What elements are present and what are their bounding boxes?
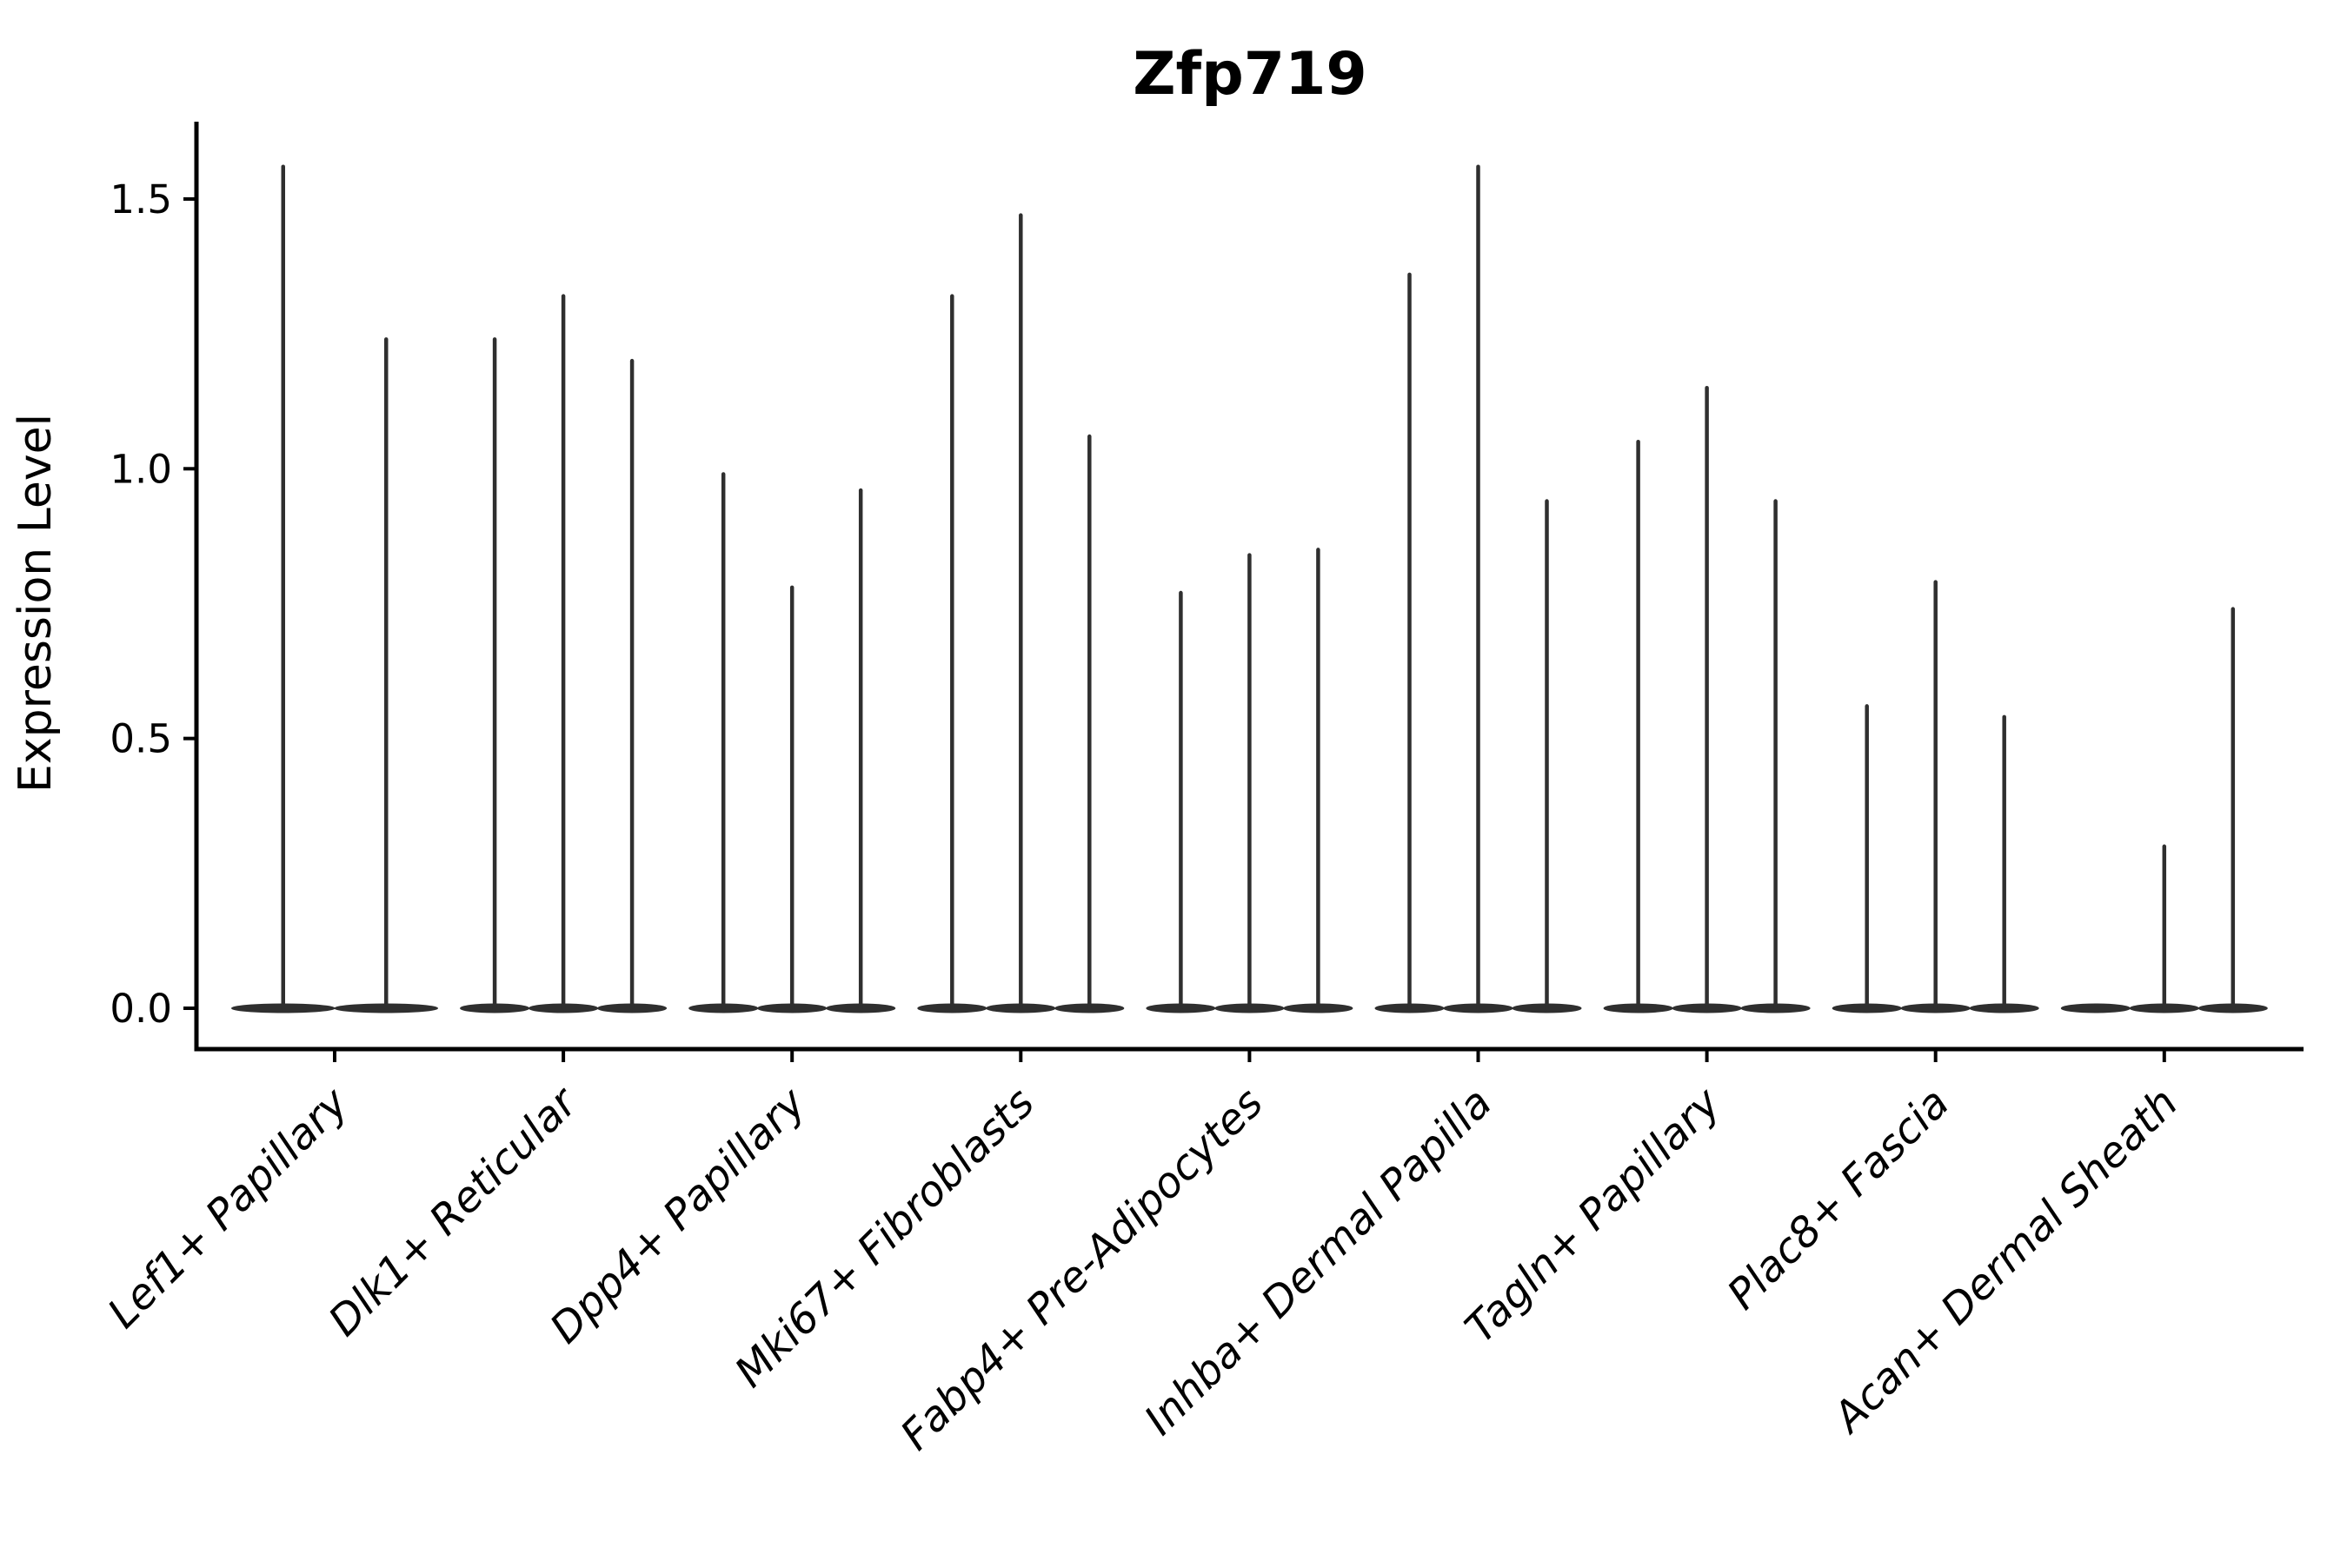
- y-tick-label: 1.5: [110, 176, 172, 223]
- x-tick-label: Tagln+ Papillary: [1456, 1078, 1731, 1352]
- violin: [1283, 548, 1353, 1013]
- y-axis-label: Expression Level: [10, 414, 62, 793]
- violin: [1054, 434, 1125, 1013]
- violin: [757, 585, 828, 1013]
- violin: [1512, 499, 1582, 1013]
- violin: [1900, 580, 1971, 1013]
- violin: [1672, 385, 1742, 1013]
- violin: [460, 337, 530, 1013]
- chart-title: Zfp719: [1133, 40, 1367, 109]
- y-tick-label: 0.5: [110, 716, 172, 762]
- x-tick-label: Dpp4+ Papillary: [541, 1078, 815, 1352]
- violin: [2129, 844, 2199, 1013]
- violin: [529, 294, 599, 1013]
- violin: [334, 337, 438, 1013]
- y-tick-label: 1.0: [110, 446, 172, 492]
- violin: [917, 294, 987, 1013]
- y-tick-label: 0.0: [110, 986, 172, 1032]
- violin: [1832, 704, 1902, 1013]
- violin: [2060, 1003, 2131, 1013]
- violin: [231, 164, 336, 1013]
- violin: [1740, 499, 1811, 1013]
- x-tick-label: Lef1+ Papillary: [98, 1078, 358, 1338]
- violins-layer: [231, 164, 2268, 1013]
- y-axis-ticks: 0.0 0.5 1.0 1.5: [110, 176, 196, 1032]
- violin: [1374, 272, 1445, 1013]
- violin: [1146, 590, 1216, 1013]
- violin-baseline-lens: [2060, 1003, 2131, 1013]
- x-tick-label: Plac8+ Fascia: [1719, 1079, 1959, 1319]
- violin: [826, 488, 896, 1013]
- violin: [2197, 607, 2268, 1013]
- violin: [1603, 440, 1673, 1013]
- violin: [1214, 553, 1285, 1013]
- violin: [986, 213, 1056, 1013]
- violin: [1443, 164, 1513, 1013]
- x-tick-label: Dlk1+ Reticular: [319, 1077, 588, 1346]
- violin: [1969, 714, 2039, 1013]
- violin: [597, 358, 668, 1013]
- violin: [688, 472, 759, 1013]
- x-tick-label: Fabp4+ Pre-Adipocytes: [891, 1079, 1273, 1460]
